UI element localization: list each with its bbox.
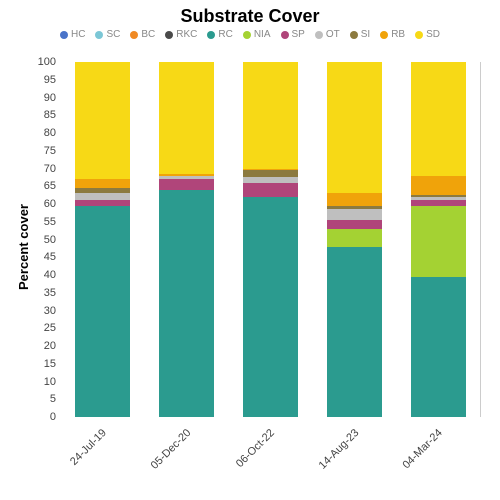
x-tick: 04-Mar-24 xyxy=(401,427,445,471)
y-tick: 50 xyxy=(44,234,60,246)
segment-sd xyxy=(243,62,298,169)
legend-label: SC xyxy=(106,29,120,40)
y-tick: 30 xyxy=(44,305,60,317)
legend-item-si: SI xyxy=(350,29,370,40)
legend-label: HC xyxy=(71,29,85,40)
y-tick: 75 xyxy=(44,145,60,157)
sc-icon xyxy=(95,31,103,39)
x-tick: 05-Dec-20 xyxy=(148,427,193,472)
segment-rc xyxy=(411,277,466,417)
bc-icon xyxy=(130,31,138,39)
legend-item-rb: RB xyxy=(380,29,405,40)
bars-container xyxy=(60,62,480,417)
nia-icon xyxy=(243,31,251,39)
substrate-cover-chart: Substrate Cover HC SC BC RKC RC NIA SP OT SI RB SD… xyxy=(0,0,500,500)
ot-icon xyxy=(315,31,323,39)
rkc-icon xyxy=(165,31,173,39)
segment-sd xyxy=(75,62,130,179)
segment-si xyxy=(243,170,298,177)
legend: HC SC BC RKC RC NIA SP OT SI RB SD xyxy=(0,27,500,44)
y-tick: 90 xyxy=(44,92,60,104)
segment-sd xyxy=(327,62,382,193)
legend-label: RKC xyxy=(176,29,197,40)
y-tick: 15 xyxy=(44,358,60,370)
rc-icon xyxy=(207,31,215,39)
legend-label: SI xyxy=(361,29,370,40)
legend-label: OT xyxy=(326,29,340,40)
chart-title: Substrate Cover xyxy=(0,0,500,27)
bar xyxy=(327,62,382,417)
y-tick: 10 xyxy=(44,376,60,388)
hc-icon xyxy=(60,31,68,39)
bar xyxy=(411,62,466,417)
segment-rb xyxy=(75,179,130,188)
y-tick: 45 xyxy=(44,251,60,263)
legend-item-hc: HC xyxy=(60,29,85,40)
segment-sp xyxy=(327,220,382,229)
legend-item-rkc: RKC xyxy=(165,29,197,40)
legend-item-nia: NIA xyxy=(243,29,271,40)
legend-label: RC xyxy=(218,29,232,40)
sd-icon xyxy=(415,31,423,39)
bar xyxy=(243,62,298,417)
segment-nia xyxy=(327,229,382,247)
y-tick: 95 xyxy=(44,74,60,86)
segment-sp xyxy=(159,179,214,190)
y-tick: 35 xyxy=(44,287,60,299)
legend-item-sd: SD xyxy=(415,29,440,40)
y-tick: 70 xyxy=(44,163,60,175)
y-tick: 55 xyxy=(44,216,60,228)
x-tick: 24-Jul-19 xyxy=(68,427,109,468)
segment-nia xyxy=(411,206,466,277)
legend-label: SP xyxy=(292,29,305,40)
segment-rc xyxy=(327,247,382,417)
legend-label: NIA xyxy=(254,29,271,40)
legend-item-ot: OT xyxy=(315,29,340,40)
plot-area: 0510152025303540455055606570758085909510… xyxy=(60,62,481,417)
y-tick: 85 xyxy=(44,109,60,121)
legend-label: RB xyxy=(391,29,405,40)
x-tick: 14-Aug-23 xyxy=(316,427,361,472)
segment-rb xyxy=(327,193,382,205)
segment-sp xyxy=(243,183,298,197)
y-axis-label: Percent cover xyxy=(16,204,31,290)
y-tick: 40 xyxy=(44,269,60,281)
bar xyxy=(75,62,130,417)
x-tick: 06-Oct-22 xyxy=(234,427,277,470)
segment-rc xyxy=(159,190,214,417)
segment-sd xyxy=(411,62,466,176)
legend-item-bc: BC xyxy=(130,29,155,40)
segment-rc xyxy=(243,197,298,417)
y-tick: 5 xyxy=(50,393,60,405)
legend-label: BC xyxy=(141,29,155,40)
segment-sd xyxy=(159,62,214,174)
y-tick: 100 xyxy=(38,56,60,68)
segment-rc xyxy=(75,206,130,417)
bar xyxy=(159,62,214,417)
y-tick: 65 xyxy=(44,180,60,192)
segment-ot xyxy=(75,193,130,200)
y-tick: 80 xyxy=(44,127,60,139)
legend-item-rc: RC xyxy=(207,29,232,40)
y-tick: 25 xyxy=(44,322,60,334)
rb-icon xyxy=(380,31,388,39)
segment-rb xyxy=(411,176,466,196)
y-tick: 60 xyxy=(44,198,60,210)
si-icon xyxy=(350,31,358,39)
legend-item-sc: SC xyxy=(95,29,120,40)
segment-ot xyxy=(327,209,382,220)
legend-item-sp: SP xyxy=(281,29,305,40)
legend-label: SD xyxy=(426,29,440,40)
sp-icon xyxy=(281,31,289,39)
y-tick: 0 xyxy=(50,411,60,423)
y-tick: 20 xyxy=(44,340,60,352)
